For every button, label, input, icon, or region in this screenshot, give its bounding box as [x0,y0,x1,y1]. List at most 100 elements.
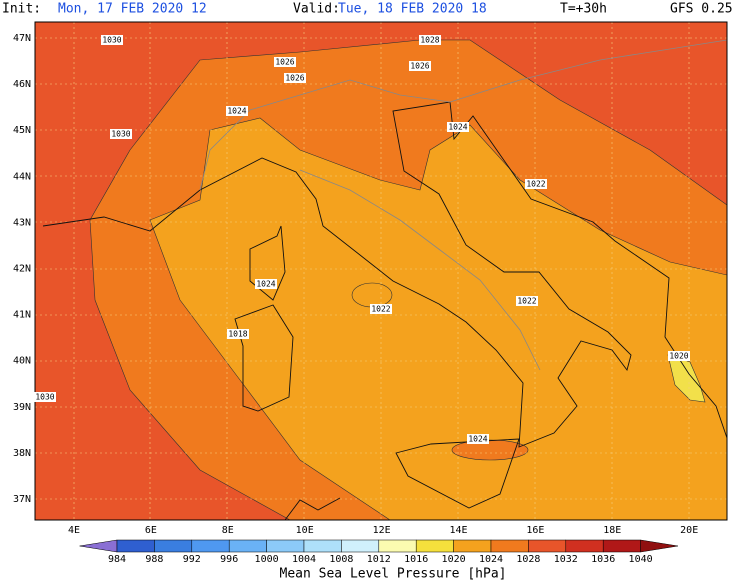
contour-label: 1026 [410,62,429,71]
lat-label: 38N [13,448,31,459]
colorbar-segment [266,539,305,553]
map-frame [34,21,728,521]
colorbar-tick-label: 1004 [292,554,316,565]
contour-label-box [516,296,538,306]
lat-label: 46N [13,79,31,90]
lat-label: 37N [13,494,31,505]
contour-label-box [668,351,690,361]
contour-label: 1026 [275,58,294,67]
contour-label: 1028 [420,36,439,45]
contour-label: 1030 [111,130,130,139]
contour-label: 1020 [669,352,688,361]
lon-label: 6E [145,525,157,536]
valid-time: Tue, 18 FEB 2020 18 [338,2,487,17]
lon-label: 14E [449,525,467,536]
tunisia-coast [284,497,341,520]
colorbar-tick-label: 1024 [479,554,503,565]
colorbar-segment [341,539,380,553]
sardinia [234,304,294,412]
colorbar-segment [415,539,454,553]
lat-label: 41N [13,310,31,321]
colorbar-segment [453,539,492,553]
lat-label: 40N [13,356,31,367]
lon-label: 20E [680,525,698,536]
contour-label: 1022 [371,305,390,314]
colorbar-tick-label: 992 [183,554,201,565]
lat-label: 45N [13,125,31,136]
contour-label: 1030 [35,393,54,402]
lon-label: 18E [603,525,621,536]
lat-label: 47N [13,33,31,44]
colorbar-tick-label: 1012 [367,554,391,565]
init-label: Init: [2,2,41,17]
contour-label: 1026 [285,74,304,83]
contour-label-box [419,35,441,45]
forecast-step: T=+30h [560,2,607,17]
sicily [395,438,520,509]
colorbar-tick-label: 988 [145,554,163,565]
graticule [35,22,727,520]
lon-label: 16E [526,525,544,536]
model: GFS 0.25 [670,2,733,17]
colorbar-tick-label: 1036 [591,554,615,565]
contour-label-box [370,304,392,314]
contour-label-box [255,279,277,289]
lat-label: 42N [13,264,31,275]
colorbar-tick-label: 984 [108,554,126,565]
colorbar-segment [602,539,641,553]
contour-label-box [110,129,132,139]
contour-label-box [226,106,248,116]
colorbar-title: Mean Sea Level Pressure [hPa] [280,567,507,581]
region-1020-1024 [149,117,727,520]
contour-label: 1024 [227,107,246,116]
contour-label-box [34,392,56,402]
region-sicily-1024 [451,439,529,461]
borders [199,39,727,191]
contour-label-box [274,57,296,67]
colorbar-segment [154,539,193,553]
contour-label: 1024 [448,123,467,132]
valid-label: Valid: [293,2,340,17]
lon-label: 10E [296,525,314,536]
contour-label-box [227,329,249,339]
contour-label: 1022 [517,297,536,306]
contour-label-box [525,179,547,189]
map-area [35,22,727,520]
colorbar-segment [565,539,604,553]
contour-label: 1030 [102,36,121,45]
regional-borders [299,169,541,371]
colorbar-tick-label: 1032 [554,554,578,565]
lat-label: 43N [13,217,31,228]
corsica [249,225,286,301]
contour-label: 1024 [468,435,487,444]
contour-label: 1024 [256,280,275,289]
contour-label-box [284,73,306,83]
lat-label: 44N [13,171,31,182]
colorbar-segment [528,539,567,553]
colorbar-tick-label: 1020 [442,554,466,565]
region-1016-1020 [667,354,706,403]
lon-label: 8E [222,525,234,536]
contour-label-box [447,122,469,132]
colorbar-segment [191,539,230,553]
colorbar-tick-label: 1040 [629,554,653,565]
colorbar-tick-label: 996 [220,554,238,565]
colorbar-segment [303,539,342,553]
colorbar-max-arrow [640,539,679,553]
contour-label: 1018 [228,330,247,339]
colorbar-tick-label: 1016 [404,554,428,565]
lat-label: 39N [13,402,31,413]
colorbar-segment [490,539,529,553]
lon-label: 4E [68,525,80,536]
coastline [42,101,727,448]
contour-label-box [101,35,123,45]
contour-label-box [409,61,431,71]
colorbar-tick-label: 1008 [329,554,353,565]
colorbar-tick-label: 1000 [255,554,279,565]
colorbar-segment [116,539,155,553]
init-time: Mon, 17 FEB 2020 12 [58,2,207,17]
contour-label-box [467,434,489,444]
colorbar-tick-label: 1028 [516,554,540,565]
colorbar-segment [228,539,267,553]
